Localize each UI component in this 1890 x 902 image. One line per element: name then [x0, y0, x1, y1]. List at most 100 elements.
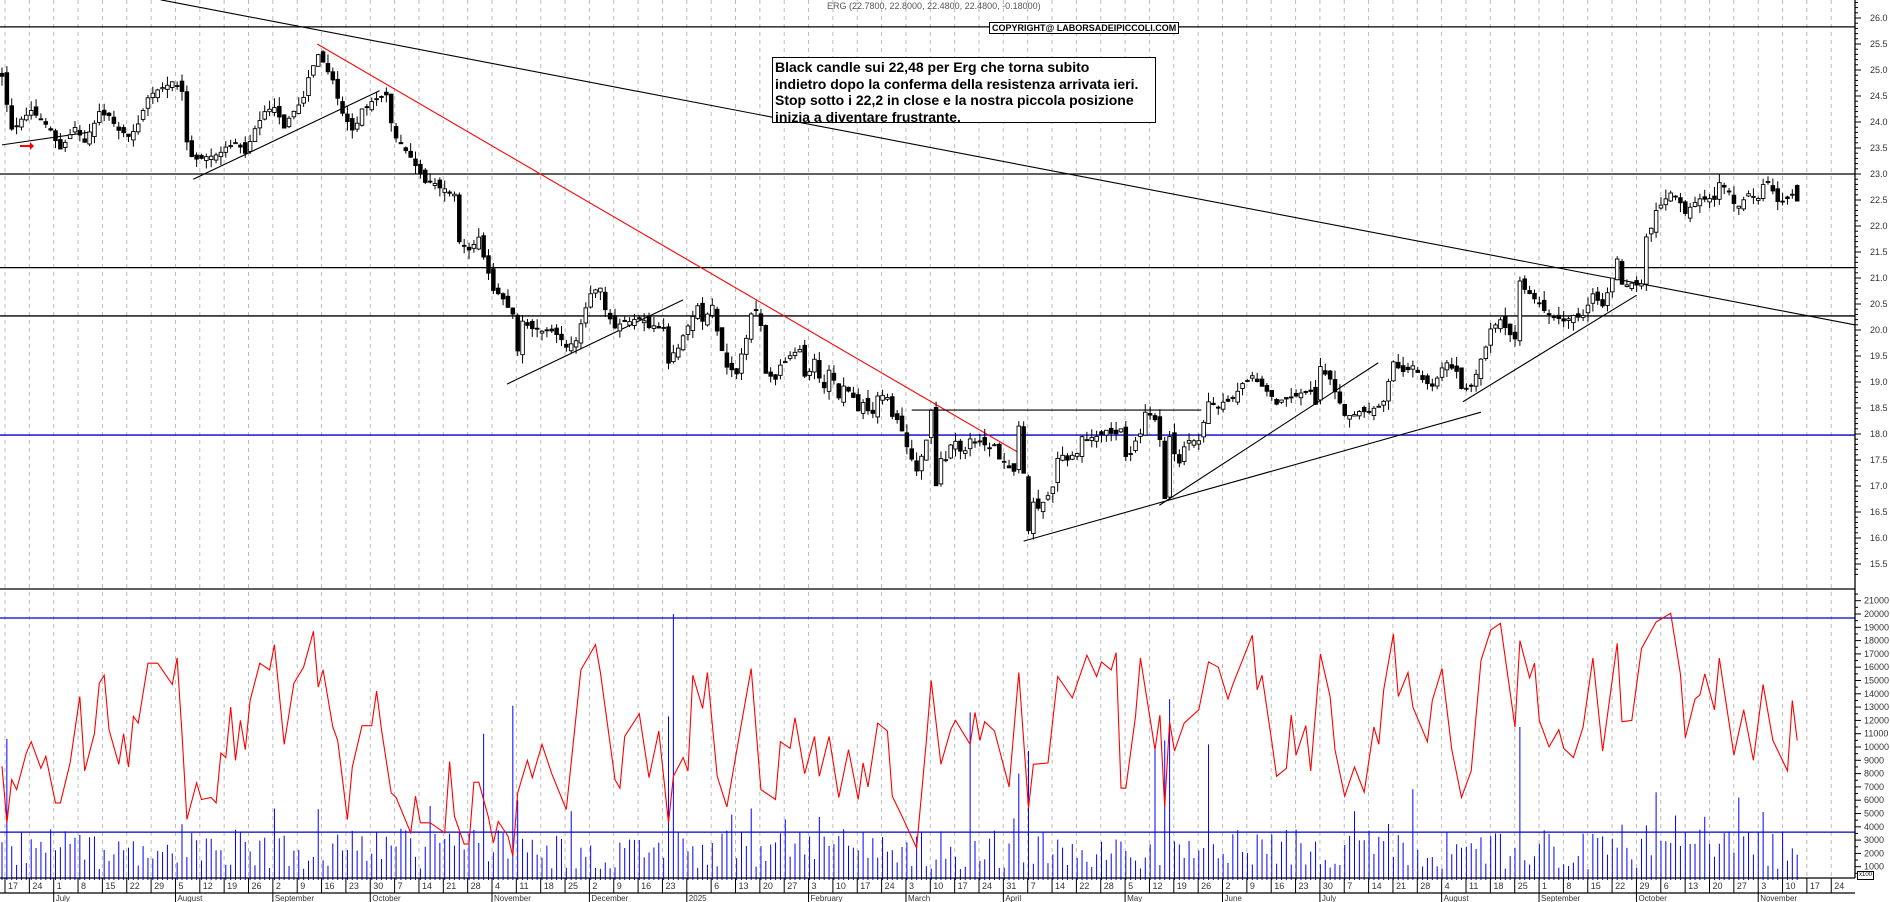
candle-body — [885, 396, 890, 400]
candle — [1031, 497, 1036, 540]
week-label: 27 — [787, 881, 797, 891]
candle-body — [534, 327, 540, 330]
candle — [1634, 276, 1639, 292]
candle-body — [578, 323, 584, 344]
candle-body — [1191, 440, 1197, 446]
candle-body — [213, 154, 219, 161]
candle — [345, 106, 350, 131]
candle-body — [661, 326, 666, 329]
candle — [1196, 433, 1202, 450]
candle — [281, 114, 287, 129]
candle-body — [836, 383, 842, 399]
candle — [213, 152, 219, 164]
candle — [1790, 189, 1795, 199]
candle — [1225, 395, 1231, 403]
candle-body — [792, 351, 798, 356]
price-tick-label: 23.5 — [1870, 143, 1888, 153]
candle — [617, 318, 623, 338]
candle-body — [1493, 324, 1498, 329]
candle — [437, 177, 443, 197]
candle — [116, 121, 122, 140]
candle — [62, 139, 68, 153]
candle — [1293, 389, 1299, 398]
candle — [1026, 474, 1031, 535]
candle — [97, 103, 102, 126]
candle — [452, 191, 457, 202]
candle — [369, 97, 374, 112]
candle-body — [1683, 201, 1688, 214]
candle-body — [1765, 180, 1771, 183]
week-label: 3 — [812, 881, 817, 891]
volume-average-line — [1, 612, 1798, 857]
candle-body — [369, 101, 374, 111]
candle — [1391, 360, 1396, 382]
candle — [1269, 389, 1275, 401]
week-label: 23 — [665, 881, 675, 891]
candle-body — [1269, 389, 1275, 397]
candle — [1177, 449, 1182, 468]
candle-body — [1065, 455, 1070, 461]
candle-body — [179, 80, 185, 92]
candle — [150, 86, 156, 104]
week-label: 18 — [544, 881, 554, 891]
candle-body — [359, 108, 365, 126]
candle — [491, 263, 496, 295]
volume-tick-label: 3000 — [1864, 835, 1884, 845]
candle-body — [1138, 433, 1143, 437]
candle — [1619, 259, 1625, 286]
candle-body — [1011, 463, 1017, 472]
candle-body — [432, 183, 438, 186]
candle — [890, 393, 895, 420]
candle-body — [690, 315, 696, 331]
candle-body — [855, 394, 861, 412]
candle-body — [67, 134, 73, 140]
candle — [1113, 421, 1119, 441]
candle — [1468, 383, 1474, 393]
candle — [1313, 380, 1318, 405]
candle — [1459, 367, 1464, 390]
candle-body — [1687, 206, 1693, 219]
candle-body — [1478, 358, 1484, 380]
price-tick-label: 25.5 — [1870, 39, 1888, 49]
candle — [530, 319, 535, 337]
candle — [1133, 436, 1138, 453]
candle — [1721, 182, 1727, 195]
candle — [233, 138, 238, 145]
candle-body — [1648, 227, 1654, 235]
candle — [1099, 430, 1104, 443]
candle-body — [753, 309, 759, 312]
volume-tick-label: 6000 — [1864, 795, 1884, 805]
week-label: 6 — [1664, 881, 1669, 891]
candle-body — [1055, 458, 1060, 484]
candle — [748, 312, 754, 343]
candle-body — [734, 368, 739, 375]
candle-body — [797, 349, 803, 353]
week-label: 2 — [592, 881, 597, 891]
candle — [101, 103, 107, 122]
candle — [938, 451, 944, 487]
candle-body — [257, 120, 263, 129]
candle-body — [748, 313, 754, 340]
candle-body — [1026, 476, 1031, 532]
candle — [846, 386, 851, 393]
candle-body — [1264, 385, 1270, 392]
week-label: 28 — [1420, 881, 1430, 891]
candle-body — [384, 91, 389, 96]
candle-body — [963, 450, 968, 454]
candle-body — [719, 327, 725, 352]
candle-body — [1678, 197, 1683, 204]
candle — [1765, 176, 1771, 185]
candle — [1522, 275, 1527, 294]
candle-body — [695, 305, 700, 319]
candle — [1094, 430, 1099, 448]
candle — [851, 386, 856, 399]
candle-body — [403, 147, 409, 152]
candle-body — [1235, 390, 1240, 403]
candle-body — [1473, 373, 1479, 387]
candle-body — [1576, 313, 1581, 318]
candle-body — [354, 122, 360, 130]
candle — [1546, 309, 1552, 324]
candle-body — [1313, 386, 1318, 405]
candle-body — [174, 84, 180, 87]
volume-average-series — [1, 612, 1798, 857]
